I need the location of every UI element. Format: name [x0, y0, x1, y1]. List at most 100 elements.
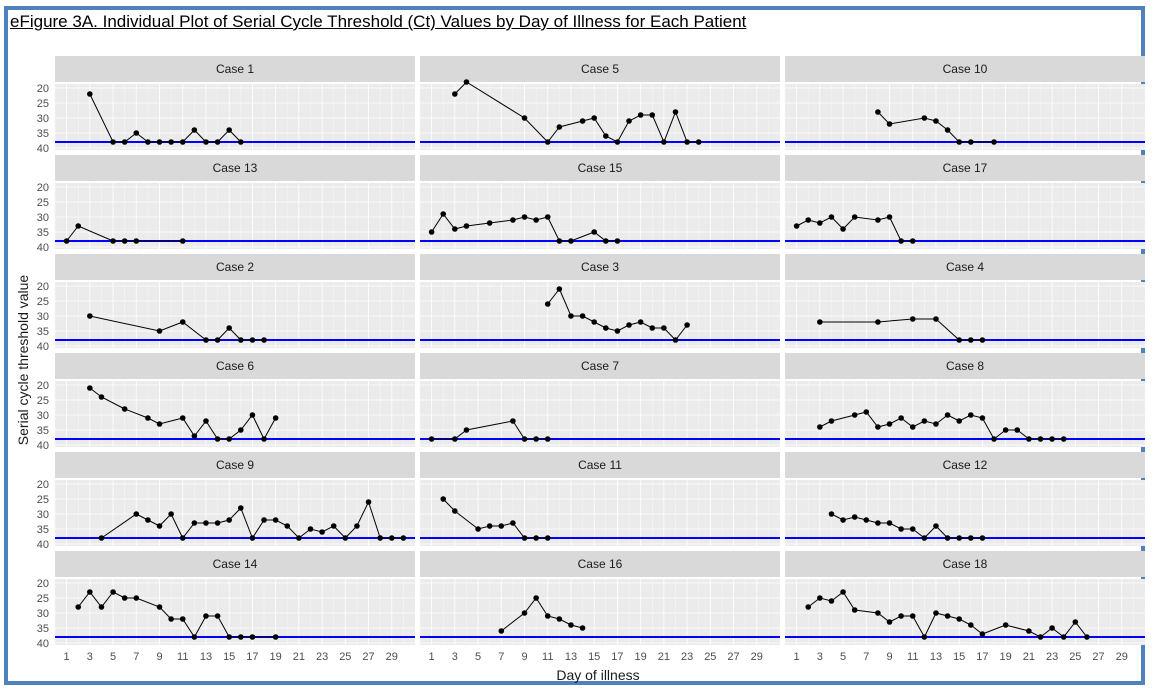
data-point [133, 595, 140, 601]
data-point [944, 127, 951, 133]
x-tick-label: 21 [1023, 651, 1035, 663]
data-point [521, 610, 528, 616]
data-point [614, 328, 621, 334]
data-point [133, 511, 140, 517]
data-point [817, 319, 823, 325]
data-point [909, 424, 916, 430]
y-tick-label: 25 [37, 197, 49, 209]
y-tick-label: 35 [37, 425, 49, 437]
data-point [1037, 634, 1044, 640]
y-tick-label: 35 [37, 623, 49, 635]
data-point [156, 523, 163, 529]
data-point [342, 535, 349, 541]
data-point [214, 520, 221, 526]
data-point [568, 238, 574, 244]
data-point [556, 616, 563, 622]
data-point [828, 511, 835, 517]
panel-strip [55, 56, 415, 82]
x-tick-label: 21 [658, 651, 670, 663]
x-tick-label: 9 [521, 651, 527, 663]
data-point [1060, 436, 1067, 442]
data-point [510, 418, 516, 424]
data-point [272, 517, 279, 523]
data-point [817, 595, 823, 601]
data-point [979, 337, 986, 343]
data-point [238, 634, 244, 640]
data-point [909, 238, 916, 244]
data-point [626, 322, 632, 328]
x-tick-label: 13 [200, 651, 212, 663]
data-point [463, 79, 470, 85]
data-point [851, 214, 858, 220]
data-point [521, 535, 528, 541]
y-tick-label: 30 [37, 410, 49, 422]
data-point [510, 520, 516, 526]
data-point [909, 613, 916, 619]
data-point [568, 313, 574, 319]
data-point [614, 238, 621, 244]
data-point [452, 436, 458, 442]
data-point [544, 301, 551, 307]
y-tick-label: 35 [37, 128, 49, 140]
data-point [486, 220, 493, 226]
panel-title: Case 5 [581, 62, 619, 76]
data-point [875, 610, 881, 616]
data-point [591, 319, 597, 325]
x-tick-label: 5 [475, 651, 481, 663]
panel-background [420, 84, 780, 150]
data-point [261, 517, 267, 523]
series-line [454, 81, 699, 144]
data-point [203, 139, 209, 145]
data-point [933, 523, 939, 529]
data-point [533, 595, 539, 601]
data-point [179, 238, 186, 244]
data-point [110, 238, 116, 244]
y-tick-label: 25 [37, 98, 49, 110]
y-tick-label: 40 [37, 143, 49, 155]
data-point [521, 115, 528, 121]
data-point [661, 139, 667, 145]
data-point [851, 514, 858, 520]
y-axis-title: Serial cycle threshold value [15, 275, 31, 446]
data-point [203, 337, 209, 343]
data-point [87, 313, 93, 319]
data-point [921, 535, 928, 541]
data-point [428, 229, 435, 235]
y-tick-label: 40 [37, 638, 49, 650]
data-point [626, 118, 632, 124]
panel-title: Case 2 [216, 260, 254, 274]
data-point [214, 613, 221, 619]
panel-title: Case 1 [216, 62, 254, 76]
x-tick-label: 3 [452, 651, 458, 663]
y-tick-label: 40 [37, 440, 49, 452]
panel-strip [420, 155, 780, 181]
data-point [110, 589, 116, 595]
data-point [440, 496, 447, 502]
data-point [1060, 634, 1067, 640]
data-point [98, 535, 105, 541]
panel-strip [55, 353, 415, 379]
data-point [649, 112, 656, 118]
data-point [191, 520, 198, 526]
panel-title: Case 8 [946, 359, 984, 373]
data-point [828, 418, 835, 424]
panel-background [785, 183, 1145, 249]
data-point [463, 427, 470, 433]
data-point [579, 118, 586, 124]
data-point [486, 523, 493, 529]
data-point [179, 616, 186, 622]
y-tick-label: 25 [37, 395, 49, 407]
data-point [793, 223, 800, 229]
panel-background [785, 579, 1145, 645]
data-point [121, 406, 128, 412]
data-point [475, 526, 481, 532]
data-point [875, 319, 881, 325]
data-point [898, 613, 904, 619]
panel-strip [785, 551, 1145, 577]
data-point [851, 412, 858, 418]
data-point [191, 634, 198, 640]
data-point [203, 520, 209, 526]
data-point [556, 238, 563, 244]
panel-title: Case 7 [581, 359, 619, 373]
x-tick-label: 17 [246, 651, 258, 663]
